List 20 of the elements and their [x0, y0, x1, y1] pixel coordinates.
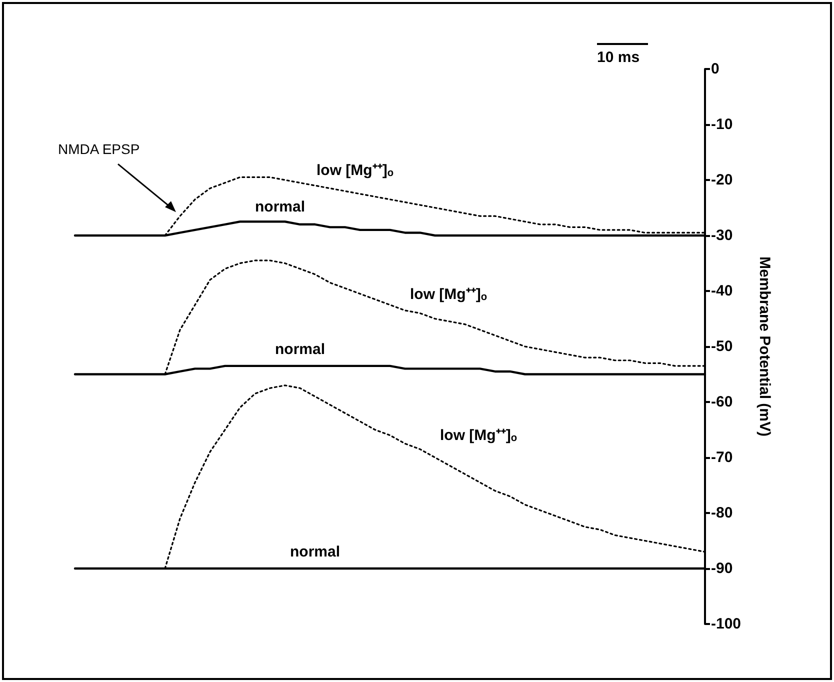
y-tick-label: -70 [711, 449, 733, 466]
y-axis-title: Membrane Potential (mV) [756, 256, 773, 437]
y-tick-label: -10 [711, 116, 733, 133]
y-tick-label: -100 [711, 616, 742, 632]
y-tick-label: -20 [711, 172, 733, 188]
y-tick-label: -30 [711, 227, 733, 244]
series-label: low [Mg⁺⁺]ₒ [316, 162, 394, 180]
series-label: low [Mg⁺⁺]ₒ [440, 427, 517, 444]
y-tick-label: -50 [711, 338, 733, 355]
y-tick-label: -40 [711, 282, 733, 300]
y-tick-label: -80 [711, 504, 733, 522]
y-tick-label: -60 [711, 394, 733, 410]
series-label: low [Mg⁺⁺]ₒ [410, 286, 487, 303]
text: 10 ms [597, 49, 640, 66]
annotation: NMDA EPSP [58, 141, 140, 158]
series-label: normal [290, 544, 340, 560]
series-label: normal [274, 340, 326, 358]
series-label: normal [254, 198, 306, 216]
y-tick-label: -90 [711, 560, 733, 577]
y-tick-label: 0 [711, 60, 720, 78]
